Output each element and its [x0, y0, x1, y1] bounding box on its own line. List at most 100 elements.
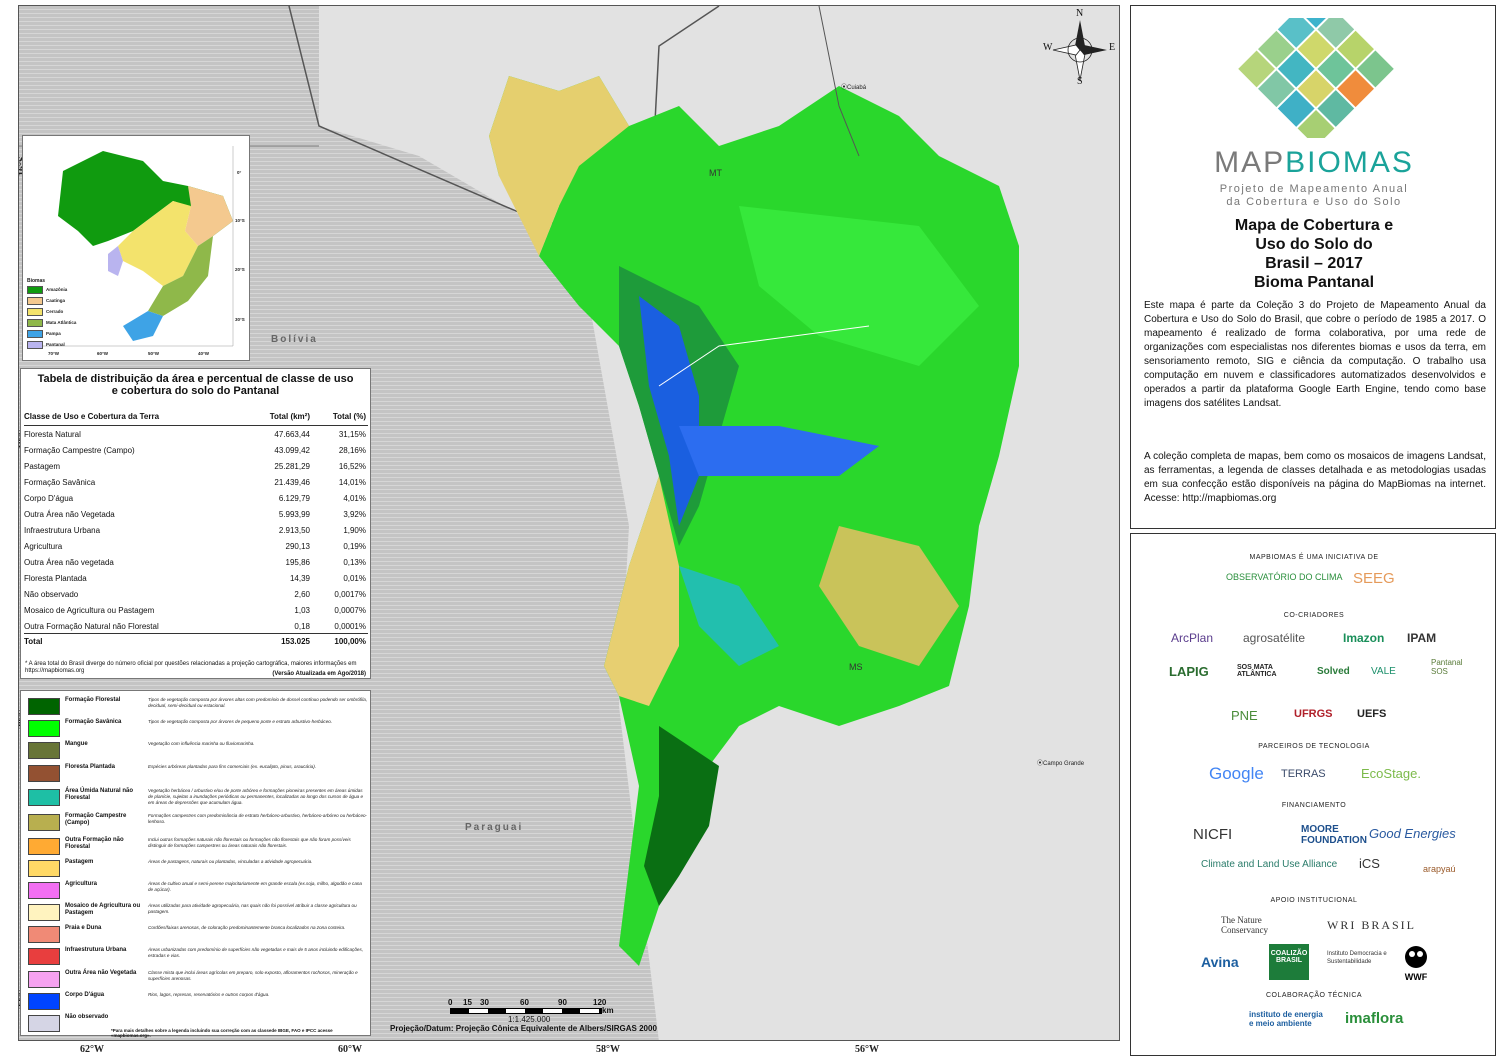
legend-item: Área Úmida Natural não Florestal Vegetaçã…: [25, 786, 368, 808]
lon-label: 58°W: [596, 1044, 620, 1055]
logo-uefs: UEFS: [1357, 708, 1387, 720]
table-row: Formação Campestre (Campo) 43.099,42 28,16…: [24, 446, 366, 455]
inset-lat-label: 30°S: [235, 317, 245, 322]
legend-item: Infraestrutura Urbana Áreas urbanizadas c…: [25, 945, 368, 967]
inset-legend-item: Pampa: [27, 330, 61, 338]
table-row: Floresta Natural 47.663,44 31,15%: [24, 430, 366, 439]
table-header-row: Classe de Uso e Cobertura da Terra Total…: [24, 409, 368, 426]
compass-n: N: [1076, 8, 1084, 19]
biome-pampa: [123, 311, 163, 341]
logo-imaflora: imaflora: [1345, 1010, 1404, 1027]
inset-legend-item: Mata Atlântica: [27, 319, 76, 327]
water-body-2: [679, 426, 879, 476]
inset-legend-item: Cerrado: [27, 308, 63, 316]
table-row: Outra Formação Natural não Florestal 0,18…: [24, 622, 366, 631]
compass-s: S: [1077, 76, 1083, 87]
inset-lon-label: 70°W: [48, 351, 60, 356]
table-row: Agricultura 290,13 0,19%: [24, 542, 366, 551]
grassland: [819, 526, 959, 666]
section-heading-technical: COLABORAÇÃO TÉCNICA: [1265, 992, 1363, 999]
compass-e: E: [1109, 42, 1116, 53]
table-row: Formação Savânica 21.439,46 14,01%: [24, 478, 366, 487]
table-row: Pastagem 25.281,29 16,52%: [24, 462, 366, 471]
legend-item: Corpo D'água Rios, lagos, represas, reser…: [25, 990, 368, 1012]
legend-item: Outra Formação não Florestal Inclui outra…: [25, 835, 368, 857]
pasture-west: [604, 476, 679, 706]
map-title: Mapa de Cobertura e Uso do Solo do Brasil …: [1234, 217, 1394, 291]
logo-ufrgs: UFRGS: [1294, 708, 1333, 720]
compass-w: W: [1043, 42, 1053, 53]
compass-rose-icon: N S W E: [1043, 8, 1118, 88]
logo-avina: Avina: [1201, 954, 1239, 970]
logo-sos-mata-atlantica: SOS MATA ATLÂNTICA: [1237, 664, 1277, 678]
inset-legend-item: Amazônia: [27, 286, 67, 294]
section-heading-initiative: MAPBIOMAS É UMA INICIATIVA DE: [1249, 554, 1379, 561]
projection-label: Projeção/Datum: Projeção Cônica Equivale…: [390, 1024, 657, 1033]
logo-wri-brasil: WRI BRASIL: [1327, 918, 1416, 932]
table-version: (Versão Atualizada em Ago/2018): [272, 671, 366, 677]
inset-legend-item: Caatinga: [27, 297, 65, 305]
logo-vale: VALE: [1371, 666, 1396, 677]
legend-item: Mosaico de Agricultura ou Pastagem Áreas …: [25, 901, 368, 923]
mapbiomas-logo-icon: [1238, 18, 1394, 138]
description-paragraph-access: A coleção completa de mapas, bem como os…: [1144, 451, 1486, 504]
logo-moore-foundation: MOORE FOUNDATION: [1301, 824, 1367, 846]
description-paragraph: Este mapa é parte da Coleção 3 do Projet…: [1144, 300, 1486, 409]
scale-bar: 0 15 30 60 90 120 km 1:1.425.000: [448, 998, 614, 1024]
table-row: Outra Área não Vegetada 5.993,99 3,92%: [24, 510, 366, 519]
logo-observatorio-clima: OBSERVATÓRIO DO CLIMA: [1226, 572, 1343, 582]
inset-lon-label: 50°W: [148, 351, 160, 356]
legend-item: Formação Florestal Tipos de vegetação com…: [25, 695, 368, 717]
wetland: [679, 566, 779, 666]
biome-pantanal: [108, 246, 123, 276]
logo-iema: instituto de energia e meio ambiente: [1249, 1010, 1323, 1028]
logo-pantanal-sos: Pantanal SOS: [1431, 658, 1463, 676]
table-row: Infraestrutura Urbana 2.913,50 1,90%: [24, 526, 366, 535]
logo-agrosatelite: agrosatélite: [1243, 631, 1306, 645]
section-heading-funding: FINANCIAMENTO: [1281, 802, 1347, 809]
inset-lat-label: 0°: [237, 170, 242, 175]
logo-ids: Instituto Democracia e Sustentabilidade: [1327, 951, 1387, 965]
area-table: Tabela de distribuição da área e percent…: [20, 368, 371, 679]
lon-label: 56°W: [855, 1044, 879, 1055]
country-label-paraguai: Paraguai: [465, 822, 524, 833]
table-row: Mosaico de Agricultura ou Pastagem 1,03 0,…: [24, 606, 366, 615]
forest-south: [644, 726, 719, 906]
logo-ics: iCS: [1359, 856, 1380, 871]
legend-footnote: *Para mais detalhes sobre a legenda incl…: [111, 1028, 333, 1038]
table-title: Tabela de distribuição da área e percent…: [37, 373, 354, 397]
city-label-campo-grande: ⦿Campo Grande: [1037, 761, 1085, 767]
table-total-row: Total 153.025 100,00%: [24, 633, 368, 650]
logo-google: Google: [1209, 764, 1264, 783]
logo-nature-conservancy: The Nature Conservancy: [1221, 915, 1268, 935]
savanna: [739, 206, 979, 366]
inset-lat-label: 10°S: [235, 218, 245, 223]
legend-item: Outra Área não Vegetada Classe mista que …: [25, 968, 368, 990]
legend-item: Formação Savânica Tipos de vegetação comp…: [25, 717, 368, 739]
legend-item: Pastagem Áreas de pastagens, naturais ou …: [25, 857, 368, 879]
brand-subtitle: Projeto de Mapeamento Anual da Cobertura …: [1219, 183, 1409, 208]
logo-ipam: IPAM: [1407, 631, 1437, 645]
section-heading-cocreators: CO-CRIADORES: [1283, 612, 1345, 619]
table-row: Floresta Plantada 14,39 0,01%: [24, 574, 366, 583]
logo-solved: Solved: [1317, 666, 1350, 677]
section-heading-institutional: APOIO INSTITUCIONAL: [1270, 897, 1358, 904]
logo-arapyau: arapyaú: [1423, 864, 1456, 874]
logo-terras: TERRAS: [1281, 768, 1326, 780]
logo-nicfi: NICFI: [1193, 826, 1233, 843]
logo-ecostage: EcoStage.: [1361, 766, 1421, 781]
biome-amazonia: [58, 151, 233, 246]
legend-item: Mangue Vegetação com influência marinha o…: [25, 739, 368, 761]
info-panel: MAPBIOMAS Projeto de Mapeamento Anual da …: [1130, 5, 1496, 529]
logo-arcplan: ArcPlan: [1171, 631, 1214, 645]
inset-lon-label: 40°W: [198, 351, 210, 356]
inset-lat-label: 20°S: [235, 267, 245, 272]
state-border: [658, 325, 870, 387]
pasture-north: [489, 76, 629, 256]
legend-item: Agricultura Áreas de cultivo anual e semi…: [25, 879, 368, 901]
logo-good-energies: Good Energies: [1369, 826, 1456, 841]
map-legend: Formação Florestal Tipos de vegetação com…: [20, 690, 371, 1038]
table-row: Não observado 2,60 0,0017%: [24, 590, 366, 599]
state-label-mt: MT: [709, 168, 722, 178]
logo-coalizao-brasil: COALIZÃO BRASIL: [1269, 944, 1309, 980]
